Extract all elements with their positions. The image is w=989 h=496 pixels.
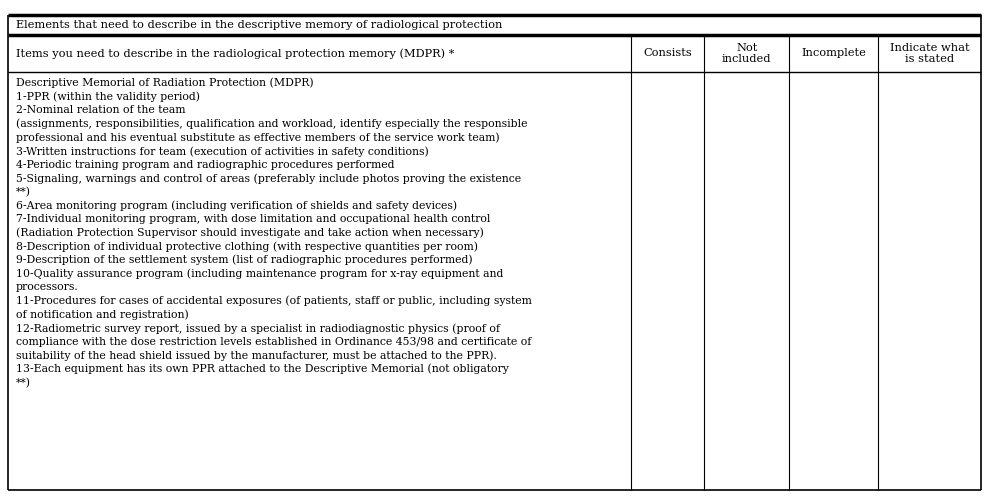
- Text: Indicate what
is stated: Indicate what is stated: [890, 43, 969, 64]
- Text: Descriptive Memorial of Radiation Protection (MDPR)
1-PPR (within the validity p: Descriptive Memorial of Radiation Protec…: [16, 78, 532, 388]
- Text: Not
included: Not included: [722, 43, 771, 64]
- Text: Consists: Consists: [643, 48, 692, 59]
- Text: Elements that need to describe in the descriptive memory of radiological protect: Elements that need to describe in the de…: [16, 20, 502, 30]
- Text: Items you need to describe in the radiological protection memory (MDPR) *: Items you need to describe in the radiol…: [16, 48, 454, 59]
- Text: Incomplete: Incomplete: [801, 48, 866, 59]
